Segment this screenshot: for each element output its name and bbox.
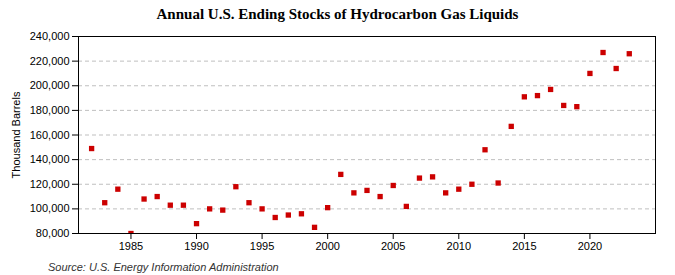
svg-text:240,000: 240,000 — [30, 30, 70, 42]
svg-text:200,000: 200,000 — [30, 79, 70, 91]
svg-text:160,000: 160,000 — [30, 129, 70, 141]
svg-text:2015: 2015 — [512, 240, 536, 252]
svg-text:Thousand Barrels: Thousand Barrels — [10, 91, 22, 178]
svg-text:2010: 2010 — [447, 240, 471, 252]
html-text:Source: U.S. Energy Informatio: Source: U.S. Energy Information Administ… — [48, 261, 279, 273]
svg-text:1995: 1995 — [250, 240, 274, 252]
svg-text:2020: 2020 — [578, 240, 602, 252]
svg-text:180,000: 180,000 — [30, 104, 70, 116]
svg-text:2005: 2005 — [381, 240, 405, 252]
svg-text:1990: 1990 — [184, 240, 208, 252]
svg-text:140,000: 140,000 — [30, 153, 70, 165]
svg-text:1985: 1985 — [119, 240, 143, 252]
svg-text:120,000: 120,000 — [30, 178, 70, 190]
svg-text:100,000: 100,000 — [30, 202, 70, 214]
svg-text:2000: 2000 — [315, 240, 339, 252]
svg-text:80,000: 80,000 — [36, 227, 70, 239]
html-text:Annual U.S. Ending Stocks of H: Annual U.S. Ending Stocks of Hydrocarbon… — [156, 6, 519, 22]
svg-text:220,000: 220,000 — [30, 55, 70, 67]
